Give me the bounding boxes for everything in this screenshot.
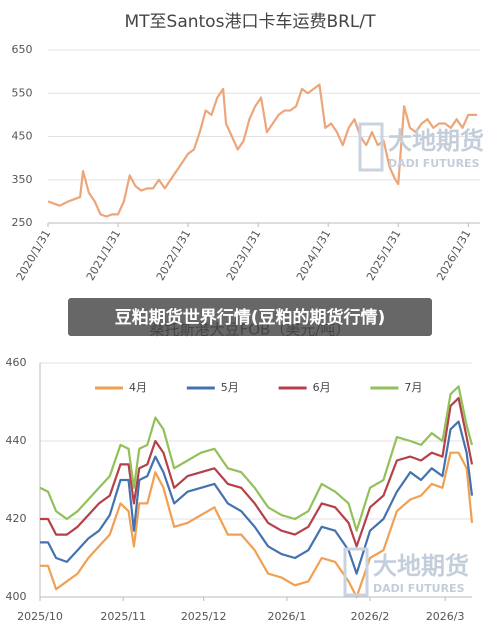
series-line [39,385,474,532]
banner [68,298,432,336]
x-tick-label: 2026/1/31 [434,228,473,283]
x-tick-label: 2022/1/31 [154,228,193,283]
y-tick-label: 440 [6,434,27,447]
y-tick-label: 400 [6,590,27,603]
x-tick-label: 2025/12 [181,610,227,623]
legend-label: 6月 [313,381,331,394]
x-tick-label: 2020/1/31 [14,228,53,283]
x-tick-label: 2025/11 [100,610,146,623]
x-tick-label: 2024/1/31 [294,228,333,283]
legend-label: 4月 [129,381,147,394]
watermark-sub: DADI FUTURES [373,582,465,595]
y-tick-label: 450 [12,130,33,143]
x-tick-label: 2026/2 [351,610,390,623]
watermark-name: 大地期货 [388,127,484,155]
series-line [47,83,478,218]
watermark-logo [358,122,384,172]
y-tick-label: 420 [6,512,27,525]
x-tick-label: 2025/10 [17,610,63,623]
series-line [40,397,474,548]
watermark-sub: DADI FUTURES [388,157,480,170]
x-tick-label: 2026/3 [426,610,465,623]
x-tick-label: 2023/1/31 [224,228,263,283]
y-tick-label: 460 [6,356,27,369]
chart-title: MT至Santos港口卡车运费BRL/T [124,12,376,32]
x-tick-label: 2021/1/31 [84,228,123,283]
banner-title: 豆粕期货世界行情(豆粕的期货行情) [115,307,386,328]
y-tick-label: 350 [12,173,33,186]
series-line [40,451,474,599]
legend-label: 7月 [404,381,422,394]
y-tick-label: 550 [12,86,33,99]
y-tick-label: 650 [12,43,33,56]
watermark-logo [343,547,369,597]
watermark-name: 大地期货 [373,552,469,580]
y-tick-label: 250 [12,216,33,229]
x-tick-label: 2025/1/31 [364,228,403,283]
series-line [40,420,474,575]
x-tick-label: 2026/1 [268,610,307,623]
legend-label: 5月 [221,381,239,394]
